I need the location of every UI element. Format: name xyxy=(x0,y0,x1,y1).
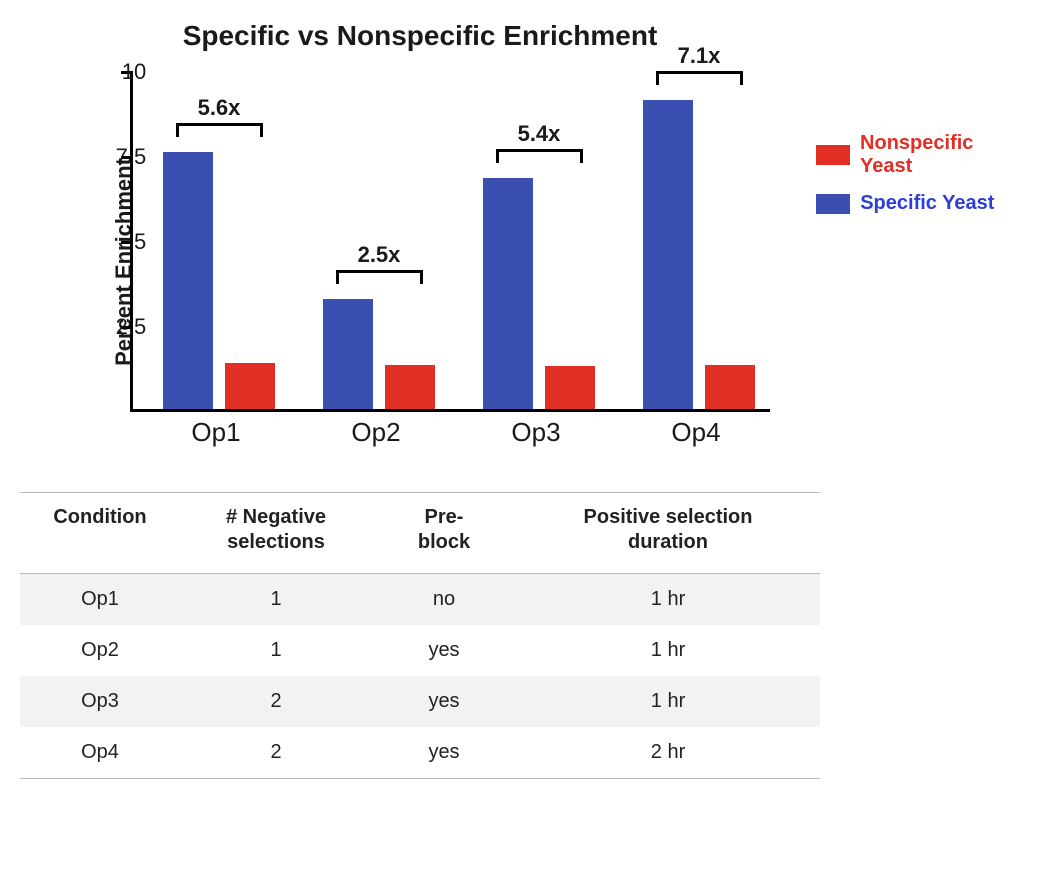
bar-specific xyxy=(483,178,533,409)
figure: Specific vs Nonspecific Enrichment Perce… xyxy=(20,20,1030,779)
conditions-table: Condition# NegativeselectionsPre-blockPo… xyxy=(20,492,820,779)
bracket-label: 5.6x xyxy=(198,95,241,121)
bar-nonspecific xyxy=(705,365,755,409)
comparison-bracket xyxy=(336,270,423,284)
bar-nonspecific xyxy=(385,365,435,409)
table-cell: yes xyxy=(372,625,516,676)
bar-specific xyxy=(163,152,213,409)
x-category-label: Op1 xyxy=(191,417,240,448)
legend-swatch xyxy=(816,145,850,165)
table-row: Op11no1 hr xyxy=(20,574,820,626)
bar-specific xyxy=(323,299,373,410)
table-cell: 1 xyxy=(180,625,372,676)
chart-row: Percent Enrichment 5.6x2.5x5.4x7.1x 2.55… xyxy=(20,52,1030,472)
y-tick-label: 5 xyxy=(96,229,146,255)
y-tick-label: 10 xyxy=(96,59,146,85)
table-body: Op11no1 hrOp21yes1 hrOp32yes1 hrOp42yes2… xyxy=(20,574,820,779)
legend-swatch xyxy=(816,194,850,214)
table-cell: Op2 xyxy=(20,625,180,676)
legend-item: Specific Yeast xyxy=(816,192,1030,215)
legend-label: Specific Yeast xyxy=(860,192,994,215)
table-cell: 2 xyxy=(180,727,372,779)
chart-area: Percent Enrichment 5.6x2.5x5.4x7.1x 2.55… xyxy=(20,52,796,472)
table-cell: 1 hr xyxy=(516,574,820,626)
plot-area: 5.6x2.5x5.4x7.1x xyxy=(130,72,770,412)
table-header-row: Condition# NegativeselectionsPre-blockPo… xyxy=(20,493,820,574)
table-header-cell: Positive selectionduration xyxy=(516,493,820,574)
table-cell: no xyxy=(372,574,516,626)
x-category-label: Op4 xyxy=(671,417,720,448)
table-row: Op21yes1 hr xyxy=(20,625,820,676)
y-tick-label: 7.5 xyxy=(96,144,146,170)
chart-title: Specific vs Nonspecific Enrichment xyxy=(80,20,760,52)
comparison-bracket xyxy=(496,149,583,163)
legend: Nonspecific Yeast Specific Yeast xyxy=(796,52,1030,229)
legend-label: Nonspecific Yeast xyxy=(860,132,1030,178)
table-cell: 2 xyxy=(180,676,372,727)
bracket-label: 2.5x xyxy=(358,242,401,268)
table-cell: 1 hr xyxy=(516,625,820,676)
table-cell: yes xyxy=(372,727,516,779)
bracket-label: 5.4x xyxy=(518,121,561,147)
table-cell: 1 hr xyxy=(516,676,820,727)
table-cell: Op4 xyxy=(20,727,180,779)
table-header-cell: Pre-block xyxy=(372,493,516,574)
table-header-cell: # Negativeselections xyxy=(180,493,372,574)
table-row: Op32yes1 hr xyxy=(20,676,820,727)
bar-specific xyxy=(643,100,693,409)
bar-nonspecific xyxy=(225,363,275,409)
comparison-bracket xyxy=(176,123,263,137)
x-category-label: Op3 xyxy=(511,417,560,448)
table-cell: 2 hr xyxy=(516,727,820,779)
table-cell: yes xyxy=(372,676,516,727)
y-tick-label: 2.5 xyxy=(96,314,146,340)
table-cell: Op1 xyxy=(20,574,180,626)
table-cell: 1 xyxy=(180,574,372,626)
table-cell: Op3 xyxy=(20,676,180,727)
table-header-cell: Condition xyxy=(20,493,180,574)
bar-nonspecific xyxy=(545,366,595,409)
x-category-label: Op2 xyxy=(351,417,400,448)
comparison-bracket xyxy=(656,71,743,85)
legend-item: Nonspecific Yeast xyxy=(816,132,1030,178)
table-row: Op42yes2 hr xyxy=(20,727,820,779)
bracket-label: 7.1x xyxy=(678,43,721,69)
